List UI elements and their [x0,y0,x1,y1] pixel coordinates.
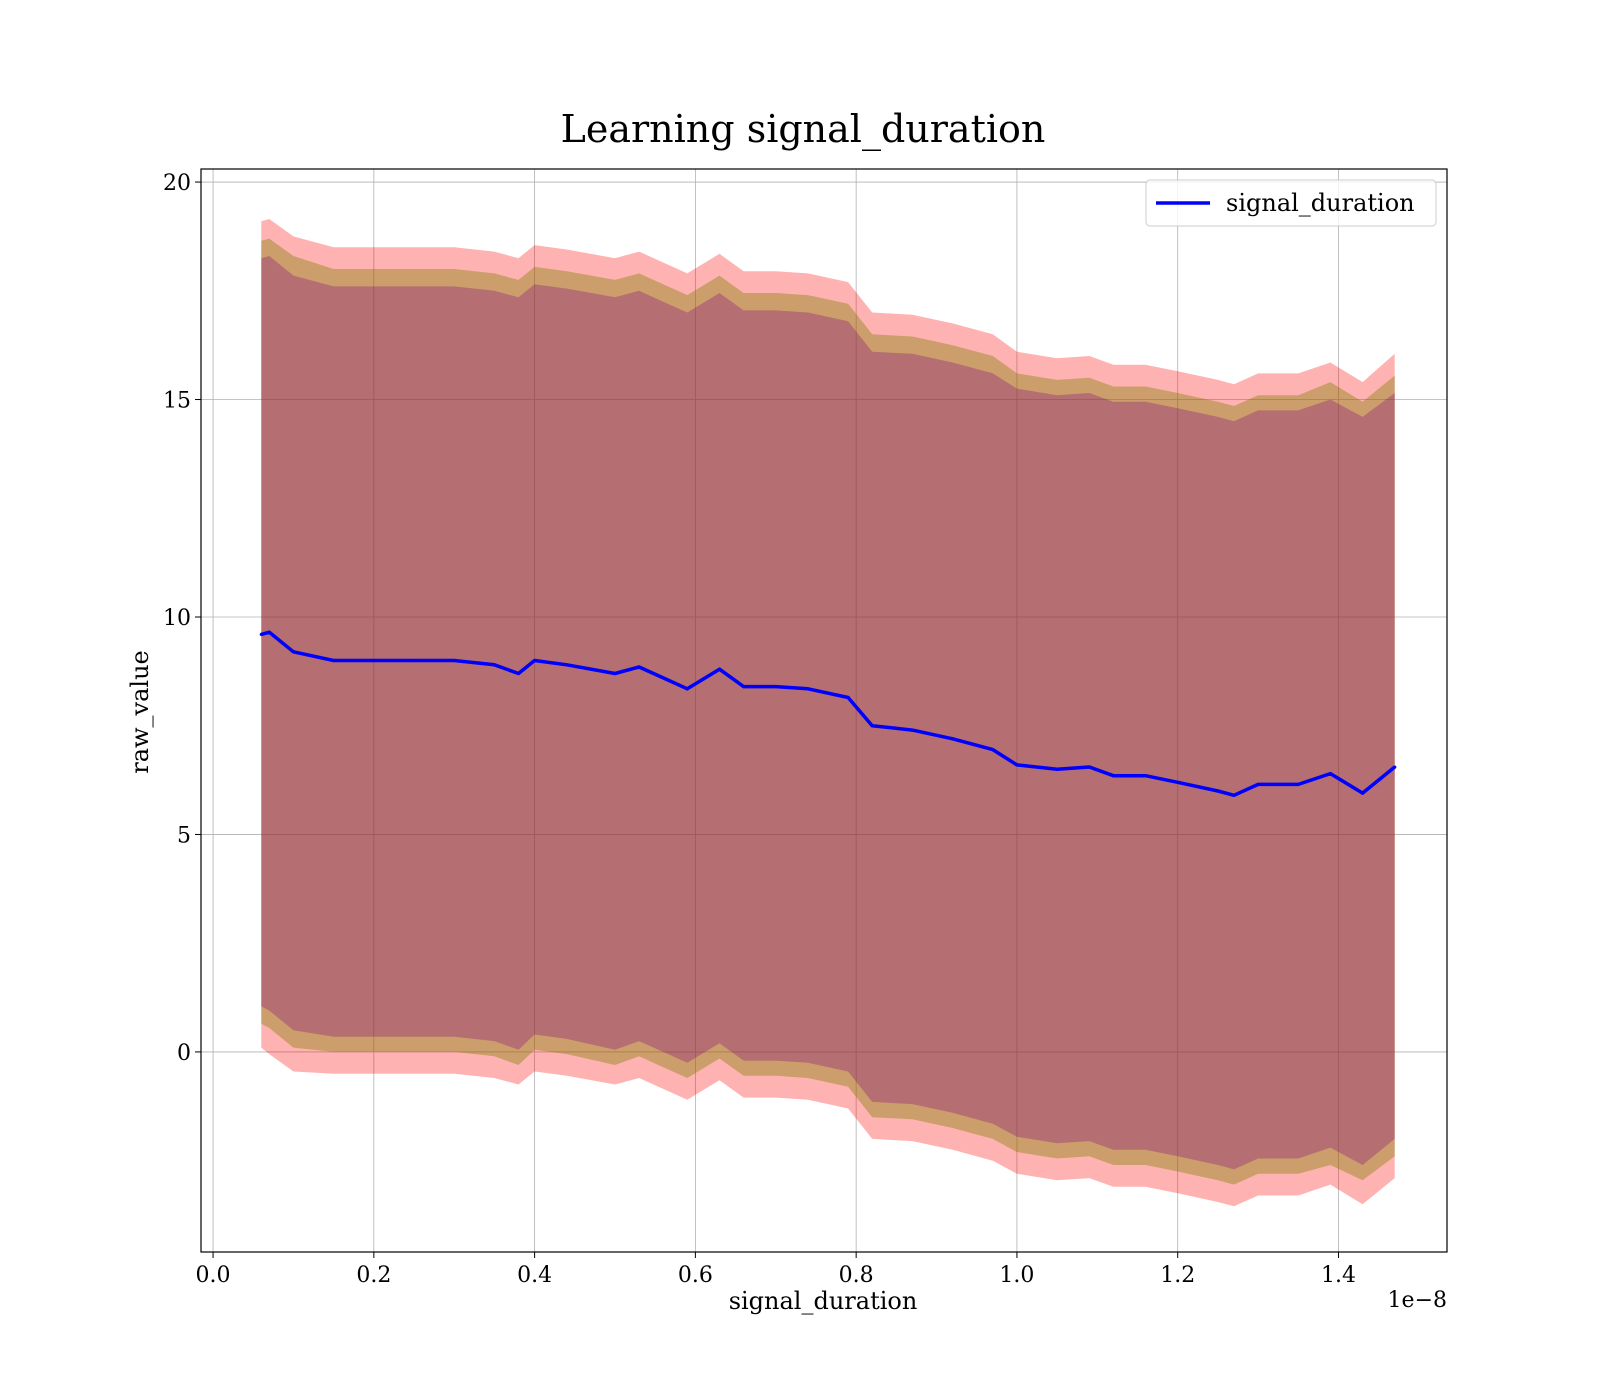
axis-ticks: 0.0 0.2 0.4 0.6 0.8 1.0 1.2 1.4 0 5 10 15 20 [163,171,1356,1288]
series-point [332,658,336,663]
series-point [1328,771,1333,776]
y-tick-label: 0 [177,1041,191,1066]
x-tick-label: 0.8 [839,1263,874,1288]
series-point [717,667,722,671]
series-point [910,728,915,732]
series-point [452,658,456,663]
series-point [1393,765,1397,769]
series-point [1176,780,1180,784]
legend: signal_duration [1145,179,1437,227]
band-area [261,219,1395,1207]
x-offset-label: 1e−8 [1388,1288,1447,1313]
y-tick-label: 5 [177,823,191,848]
x-tick-label: 0.6 [678,1263,713,1288]
series-point [742,684,746,689]
series-point [372,658,376,663]
series-point [516,671,521,676]
series-point [1143,774,1148,778]
band-area [261,256,1395,1170]
chart-title: Learning signal_duration [561,107,1046,152]
series-point [1256,782,1260,787]
series-point [951,737,955,741]
legend-label: signal_duration [1226,189,1415,217]
x-axis-label: signal_duration [729,1287,918,1315]
series-point [1360,791,1365,795]
series-point [565,663,569,667]
series-point [1232,793,1236,797]
series-point [267,630,271,634]
series-point [846,695,850,700]
series-point [1296,782,1300,787]
series-lines [259,630,1397,798]
series-point [533,658,537,663]
series-point [291,650,296,654]
series-point [613,671,617,676]
legend-box [1145,179,1437,227]
x-tick-label: 0.0 [196,1263,231,1288]
x-tick-label: 1.0 [999,1263,1034,1288]
series-point [774,684,778,689]
series-point [637,665,641,669]
series-point [1087,765,1091,769]
series-point [806,687,810,691]
x-tick-label: 1.2 [1160,1263,1195,1288]
y-tick-label: 15 [163,389,191,414]
series-point [1015,763,1019,767]
band-area [261,238,1395,1185]
x-tick-label: 0.2 [356,1263,391,1288]
x-tick-label: 0.4 [517,1263,552,1288]
series-point [259,632,263,636]
series-point [412,658,416,663]
confidence-bands [261,219,1395,1207]
series-point [1111,774,1115,778]
y-tick-label: 10 [163,606,191,631]
series-point [492,663,497,667]
series-point [1216,789,1220,793]
plot-frame [200,168,1448,1253]
series-point [661,676,665,680]
y-tick-label: 20 [163,171,191,196]
series-point [870,724,874,728]
x-tick-label: 1.4 [1321,1263,1356,1288]
series-point [991,748,995,752]
y-axis-label: raw_value [126,650,154,774]
series-point [685,687,689,691]
series-point [1055,767,1059,771]
